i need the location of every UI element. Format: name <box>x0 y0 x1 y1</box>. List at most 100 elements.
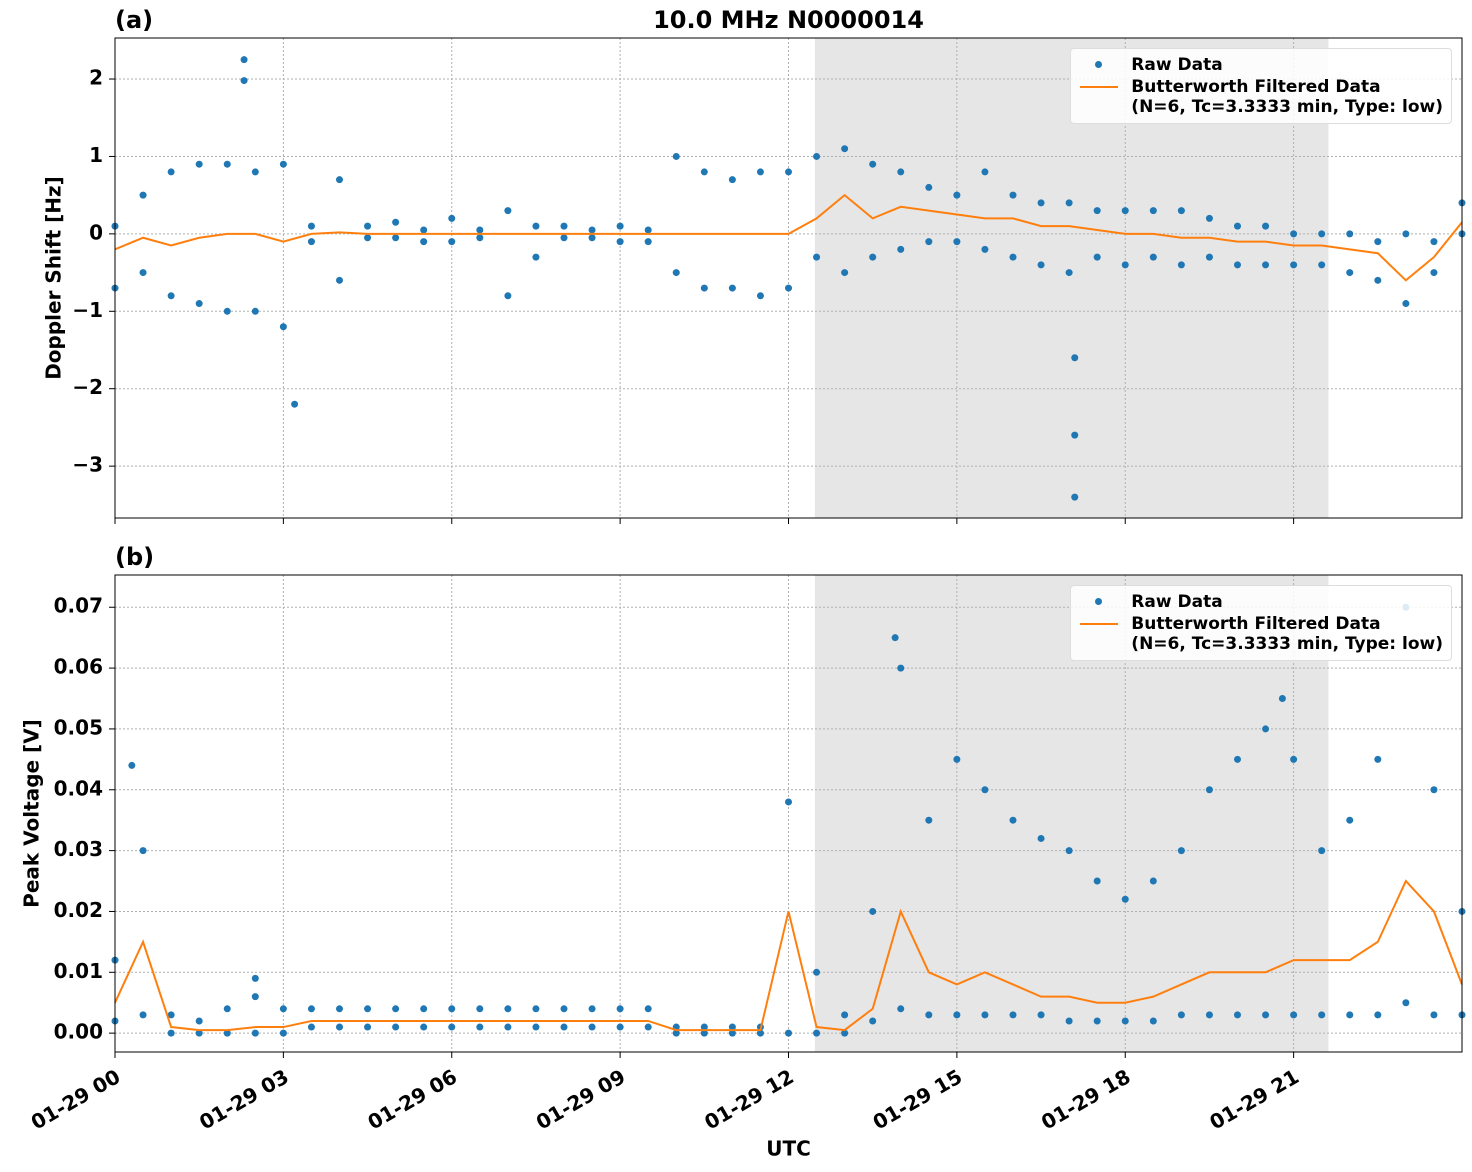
y-tick-label: 2 <box>89 66 103 90</box>
legend-entry: Raw Data <box>1079 55 1443 75</box>
x-tick-label: 01-29 21 <box>1205 1064 1303 1134</box>
raw-point <box>364 222 372 230</box>
raw-point <box>588 234 596 242</box>
raw-point <box>1374 1011 1382 1019</box>
raw-point <box>1037 1011 1045 1019</box>
raw-point <box>1346 230 1354 238</box>
raw-point <box>1402 999 1410 1007</box>
raw-point <box>897 1005 905 1013</box>
y-tick-label: 0.07 <box>54 594 103 618</box>
raw-point <box>167 1029 175 1037</box>
raw-point <box>813 968 821 976</box>
raw-point <box>279 1029 287 1037</box>
chart-title: 10.0 MHz N0000014 <box>653 6 924 34</box>
raw-point <box>532 1023 540 1031</box>
raw-point <box>728 1029 736 1037</box>
raw-point <box>223 1029 231 1037</box>
raw-point <box>897 245 905 253</box>
raw-point <box>1149 1017 1157 1025</box>
y-tick-label: 0.01 <box>54 959 103 983</box>
raw-point <box>1065 1017 1073 1025</box>
raw-point <box>1402 300 1410 308</box>
raw-point <box>392 1005 400 1013</box>
legend-label: Butterworth Filtered Data (N=6, Tc=3.333… <box>1131 77 1443 117</box>
raw-point <box>1009 253 1017 261</box>
raw-point <box>476 1005 484 1013</box>
x-tick-label: 01-29 06 <box>363 1064 461 1134</box>
raw-point <box>291 400 299 408</box>
raw-point <box>981 168 989 176</box>
legend-key <box>1079 77 1119 97</box>
raw-point <box>476 226 484 234</box>
raw-point <box>588 1005 596 1013</box>
raw-point <box>307 1005 315 1013</box>
legend-label: Butterworth Filtered Data (N=6, Tc=3.333… <box>1131 614 1443 654</box>
raw-point <box>1071 493 1079 501</box>
raw-point <box>307 1023 315 1031</box>
raw-point <box>1318 230 1326 238</box>
raw-point <box>616 238 624 246</box>
raw-point <box>953 191 961 199</box>
y-tick-label: 0.04 <box>54 776 103 800</box>
raw-point <box>644 1005 652 1013</box>
legend-key <box>1079 55 1119 75</box>
raw-point <box>279 1005 287 1013</box>
raw-point <box>139 269 147 277</box>
raw-point <box>420 1005 428 1013</box>
raw-point <box>504 207 512 215</box>
raw-point <box>728 176 736 184</box>
raw-point <box>1205 1011 1213 1019</box>
x-tick-label: 01-29 00 <box>27 1064 125 1134</box>
raw-point <box>700 168 708 176</box>
y-tick-label: 0.00 <box>54 1020 103 1044</box>
raw-point <box>1009 816 1017 824</box>
raw-point <box>560 1005 568 1013</box>
raw-point <box>195 300 203 308</box>
raw-point <box>195 1029 203 1037</box>
x-tick-label: 01-29 12 <box>700 1064 798 1134</box>
raw-point <box>364 234 372 242</box>
raw-point <box>616 1005 624 1013</box>
raw-point <box>1121 895 1129 903</box>
raw-point <box>1071 354 1079 362</box>
raw-point <box>1290 755 1298 763</box>
raw-point <box>532 253 540 261</box>
raw-point <box>251 974 259 982</box>
raw-point <box>728 284 736 292</box>
x-tick-label: 01-29 18 <box>1037 1064 1135 1134</box>
raw-point <box>1093 1017 1101 1025</box>
y-tick-label: −3 <box>72 453 103 477</box>
raw-point <box>1430 786 1438 794</box>
raw-point <box>336 1023 343 1031</box>
raw-point <box>981 245 989 253</box>
raw-point <box>1205 786 1213 794</box>
raw-point <box>139 1011 147 1019</box>
raw-point <box>420 238 428 246</box>
raw-point <box>1290 1011 1298 1019</box>
raw-point <box>756 168 764 176</box>
plot-frame <box>114 574 1463 1053</box>
y-tick-label: −1 <box>72 298 103 322</box>
y-tick-label: 0.03 <box>54 837 103 861</box>
raw-point <box>476 234 484 242</box>
raw-point <box>167 1011 175 1019</box>
raw-point <box>448 214 456 222</box>
raw-point <box>953 1011 961 1019</box>
raw-point <box>1149 207 1157 215</box>
raw-point <box>1177 207 1185 215</box>
raw-point <box>240 77 248 85</box>
raw-point <box>1430 1011 1438 1019</box>
raw-point <box>1149 253 1157 261</box>
raw-point <box>1149 877 1157 885</box>
raw-point <box>251 307 259 315</box>
raw-point <box>251 1029 259 1037</box>
raw-point <box>364 1005 372 1013</box>
legend-entry: Butterworth Filtered Data (N=6, Tc=3.333… <box>1079 614 1443 654</box>
panel-label: (a) <box>115 6 153 34</box>
x-axis-label: UTC <box>766 1137 811 1161</box>
raw-point <box>1037 261 1045 269</box>
x-tick-label: 01-29 09 <box>532 1064 630 1134</box>
legend: Raw Data Butterworth Filtered Data (N=6, … <box>1070 585 1452 661</box>
raw-point <box>785 798 792 806</box>
raw-point <box>1290 261 1298 269</box>
